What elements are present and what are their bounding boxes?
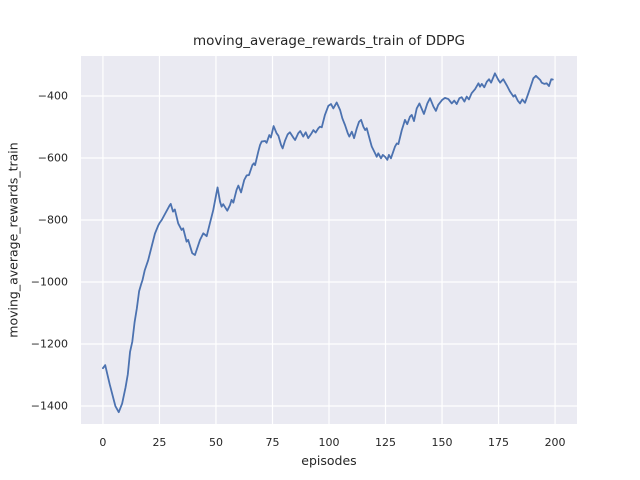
x-tick-label: 150 — [431, 436, 453, 449]
x-tick-label: 25 — [152, 436, 167, 449]
y-axis-label: moving_average_rewards_train — [5, 142, 21, 338]
y-tick-label: −1200 — [30, 337, 68, 351]
x-axis-label: episodes — [301, 453, 357, 468]
x-tick-label: 75 — [265, 436, 280, 449]
y-tick-label: −400 — [37, 89, 68, 103]
y-tick-label: −1000 — [30, 275, 68, 289]
x-tick-label: 125 — [375, 436, 397, 449]
plot-area — [81, 56, 577, 424]
y-tick-label: −800 — [37, 213, 68, 227]
x-tick-label: 50 — [208, 436, 223, 449]
x-tick-label: 175 — [488, 436, 510, 449]
line-chart-svg — [81, 56, 577, 424]
chart-title: moving_average_rewards_train of DDPG — [193, 33, 465, 49]
x-tick-label: 100 — [318, 436, 340, 449]
series-line — [102, 72, 554, 414]
y-tick-label: −600 — [37, 151, 68, 165]
x-tick-label: 200 — [544, 436, 566, 449]
y-tick-label: −1400 — [30, 399, 68, 413]
x-tick-label: 0 — [99, 436, 107, 449]
